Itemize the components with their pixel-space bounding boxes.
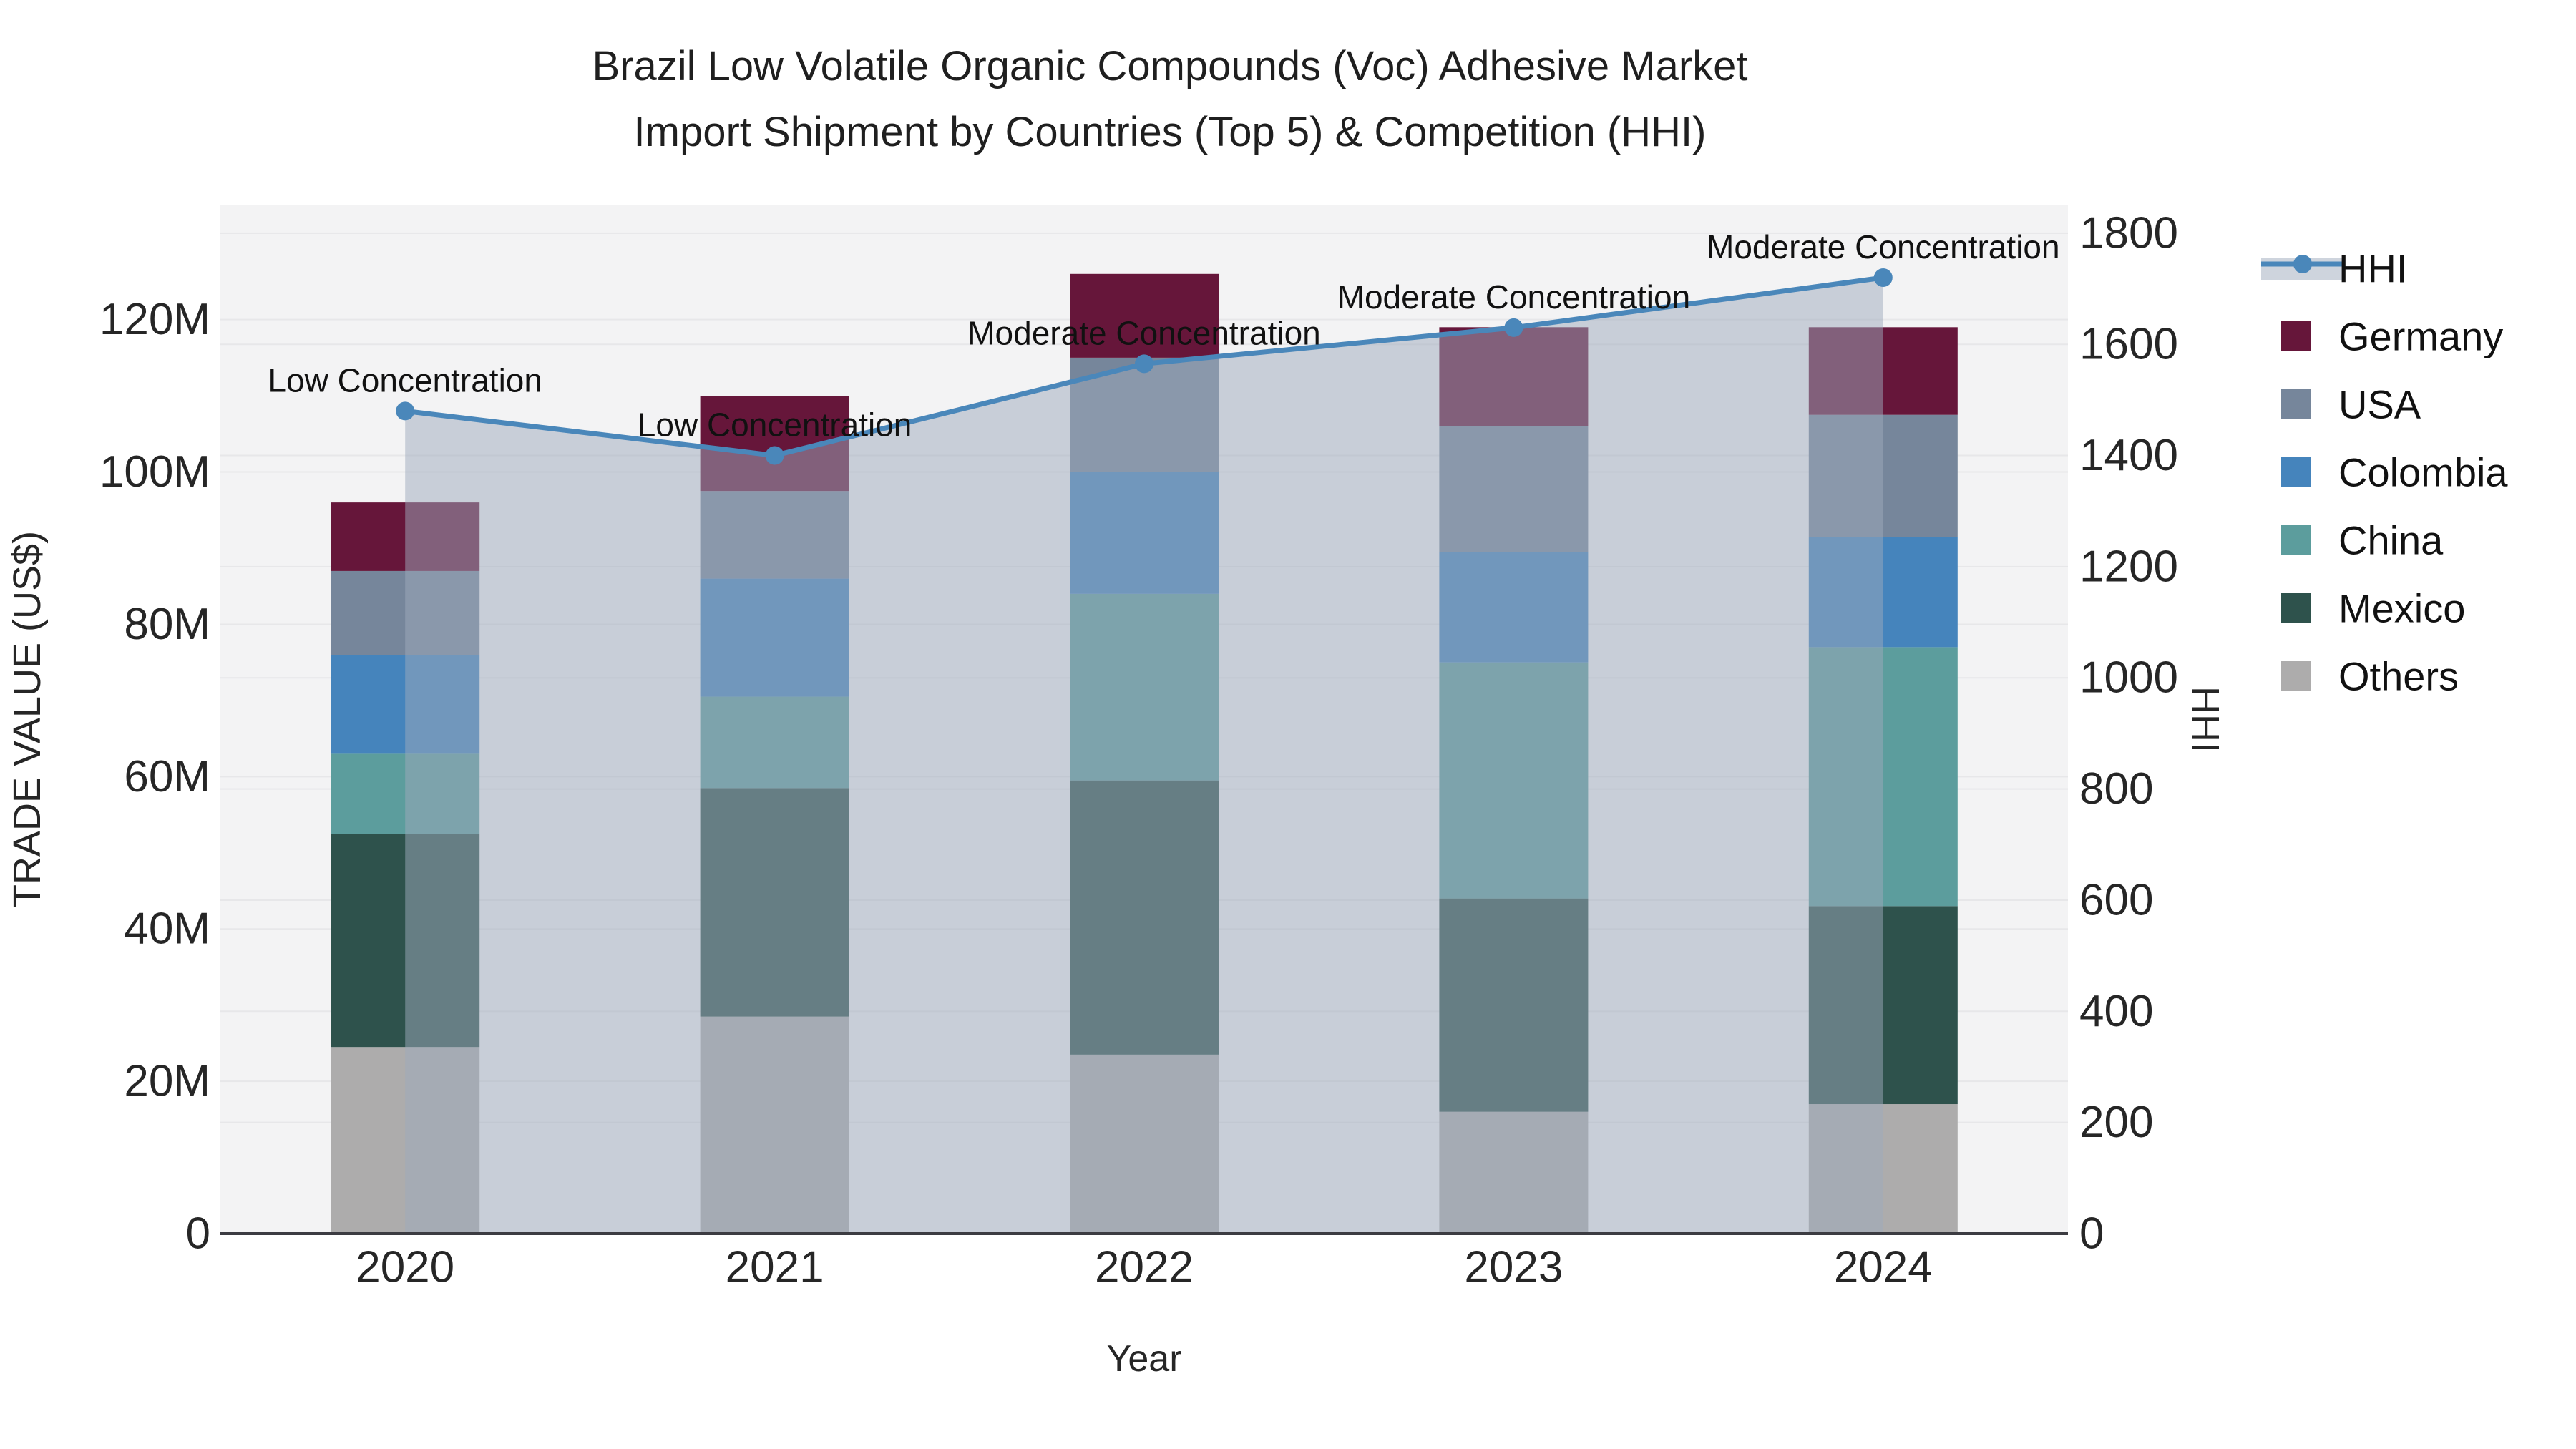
legend-item-hhi: HHI <box>2261 246 2407 291</box>
annotation-2024: Moderate Concentration <box>1707 228 2060 265</box>
legend-item-china: China <box>2281 518 2444 563</box>
x-axis-title: Year <box>1106 1338 1181 1380</box>
legend-swatch-usa <box>2281 389 2311 419</box>
hhi-marker-2021 <box>765 446 784 465</box>
chart-title-line-1: Brazil Low Volatile Organic Compounds (V… <box>592 43 1748 89</box>
y-tick-right-0: 0 <box>2079 1209 2104 1259</box>
x-tick-2022: 2022 <box>1095 1243 1194 1292</box>
legend-item-others: Others <box>2281 654 2459 699</box>
y-tick-right-1800: 1800 <box>2079 208 2178 258</box>
x-tick-2023: 2023 <box>1464 1243 1563 1292</box>
legend-label-usa: USA <box>2338 382 2421 427</box>
y-tick-right-1600: 1600 <box>2079 320 2178 369</box>
hhi-marker-2024 <box>1873 268 1893 287</box>
legend-swatch-china <box>2281 525 2311 555</box>
legend-item-germany: Germany <box>2281 314 2503 359</box>
y-tick-left-100M: 100M <box>99 447 210 497</box>
y-tick-left-20M: 20M <box>124 1057 210 1106</box>
x-tick-2021: 2021 <box>726 1243 824 1292</box>
x-tick-2024: 2024 <box>1834 1243 1933 1292</box>
y-axis-title-left: TRADE VALUE (US$) <box>6 531 49 908</box>
y-tick-right-1000: 1000 <box>2079 653 2178 703</box>
legend-label-mexico: Mexico <box>2338 586 2465 631</box>
legend-swatch-germany <box>2281 321 2311 351</box>
hhi-area-fill <box>405 277 1883 1234</box>
chart-title-line-2: Import Shipment by Countries (Top 5) & C… <box>633 109 1707 155</box>
legend-label-hhi: HHI <box>2338 246 2407 291</box>
y-tick-right-600: 600 <box>2079 875 2153 924</box>
legend-label-colombia: Colombia <box>2338 450 2508 495</box>
hhi-marker-2020 <box>396 401 415 421</box>
y-tick-right-400: 400 <box>2079 987 2153 1036</box>
annotation-2020: Low Concentration <box>268 361 542 399</box>
y-tick-left-40M: 40M <box>124 904 210 954</box>
legend-label-others: Others <box>2338 654 2459 699</box>
y-tick-right-1200: 1200 <box>2079 542 2178 591</box>
y-tick-right-200: 200 <box>2079 1098 2153 1147</box>
y-tick-left-120M: 120M <box>99 295 210 344</box>
legend-item-usa: USA <box>2281 382 2421 427</box>
legend-swatch-colombia <box>2281 457 2311 487</box>
annotation-2021: Low Concentration <box>638 406 912 444</box>
y-tick-left-80M: 80M <box>124 600 210 649</box>
y-tick-right-800: 800 <box>2079 764 2153 814</box>
x-tick-2020: 2020 <box>356 1243 454 1292</box>
legend-item-colombia: Colombia <box>2281 450 2508 495</box>
y-tick-right-1400: 1400 <box>2079 431 2178 480</box>
legend-swatch-hhi-marker <box>2293 255 2312 273</box>
legend-label-germany: Germany <box>2338 314 2503 359</box>
y-tick-left-60M: 60M <box>124 752 210 801</box>
chart-title: Brazil Low Volatile Organic Compounds (V… <box>0 34 2340 165</box>
legend-swatch-mexico <box>2281 593 2311 623</box>
legend-label-china: China <box>2338 518 2444 563</box>
annotation-2022: Moderate Concentration <box>967 314 1321 351</box>
legend-item-mexico: Mexico <box>2281 586 2465 631</box>
y-axis-title-right: HHI <box>2184 686 2227 753</box>
hhi-marker-2023 <box>1504 318 1523 337</box>
annotation-2023: Moderate Concentration <box>1337 278 1691 316</box>
legend-swatch-others <box>2281 661 2311 691</box>
hhi-marker-2022 <box>1135 354 1153 374</box>
bar-segment-2022-germany <box>1070 273 1219 358</box>
y-tick-left-0: 0 <box>186 1209 210 1259</box>
